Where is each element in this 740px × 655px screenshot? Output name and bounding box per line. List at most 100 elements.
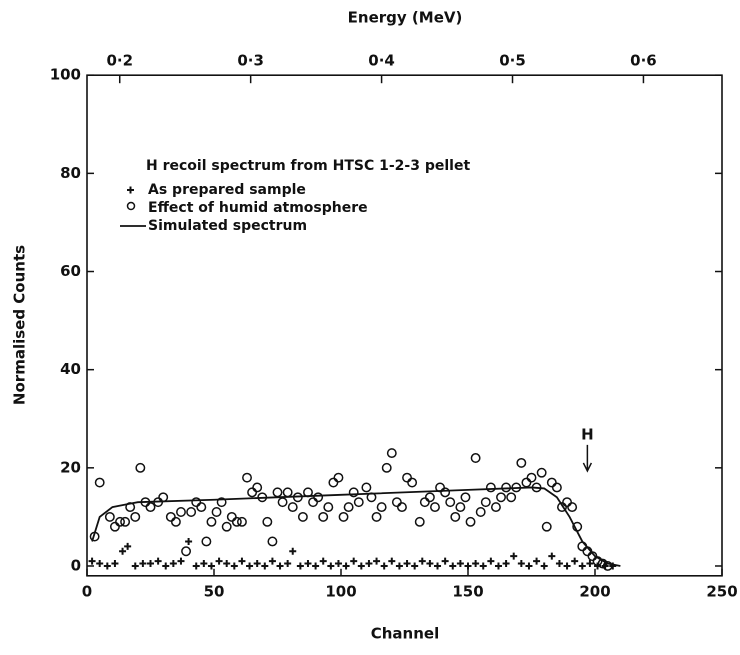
plus-point [215, 557, 223, 565]
circle-point [455, 502, 466, 513]
plus-point [207, 562, 215, 570]
circle-point [130, 511, 141, 522]
y-tick-label: 80 [60, 164, 81, 182]
circle-point [170, 516, 181, 527]
plus-point [548, 552, 556, 560]
plus-point [472, 560, 480, 568]
legend-label: Simulated spectrum [148, 218, 307, 234]
circle-point [323, 502, 334, 513]
circle-point [262, 516, 273, 527]
plus-point [395, 562, 403, 570]
plus-point [502, 560, 510, 568]
y-tick-label: 0 [71, 556, 81, 574]
plot-title: H recoil spectrum from HTSC 1-2-3 pellet [146, 158, 470, 174]
simulated-line [91, 486, 621, 567]
circle-point [424, 492, 435, 503]
circle-point [206, 516, 217, 527]
circle-point [391, 497, 402, 508]
plus-point [246, 562, 254, 570]
circle-point [221, 521, 232, 532]
plus-point [296, 562, 304, 570]
circle-point [186, 507, 197, 517]
legend-label: Effect of humid atmosphere [148, 200, 368, 216]
plus-point [124, 542, 132, 550]
plus-point [441, 557, 449, 565]
x2-tick-label: 0·5 [499, 52, 526, 70]
circle-point [211, 507, 222, 517]
circle-point [196, 502, 207, 513]
plus-point [111, 560, 119, 568]
y-tick-label: 40 [60, 360, 81, 378]
plus-point [449, 562, 457, 570]
x2-tick-label: 0·6 [630, 52, 657, 70]
circle-point [475, 507, 486, 517]
circle-point [277, 497, 288, 508]
circle-point [267, 536, 278, 547]
y-tick-label: 100 [50, 66, 81, 84]
circle-point [158, 492, 169, 503]
legend-plus [127, 186, 134, 194]
plus-point [479, 562, 487, 570]
circle-point [414, 516, 425, 527]
plus-point [578, 562, 586, 570]
circle-point [308, 497, 319, 508]
circle-point [602, 561, 613, 571]
plus-point [403, 560, 411, 568]
circle-point [567, 502, 578, 513]
circle-point [557, 502, 567, 513]
circle-point [120, 516, 131, 527]
plus-point [494, 562, 502, 570]
plus-point [238, 557, 246, 565]
circle-point [272, 487, 283, 498]
plus-point [418, 557, 426, 565]
plus-point [119, 547, 127, 555]
circle-point [440, 487, 451, 498]
plus-point [162, 562, 170, 570]
circle-point [231, 516, 242, 527]
circle-point [419, 497, 430, 508]
circle-point [191, 497, 202, 508]
plus-point [185, 537, 193, 545]
plus-point [177, 557, 185, 565]
circle-point [450, 511, 461, 522]
circle-point [135, 462, 146, 473]
circle-point [242, 472, 252, 483]
circle-point [104, 511, 115, 522]
circle-point [371, 511, 382, 522]
plus-point [373, 557, 381, 565]
plus-point [334, 560, 342, 568]
plus-point [350, 557, 358, 565]
circle-point [333, 472, 344, 483]
plus-point [147, 560, 154, 568]
circle-point [577, 541, 588, 552]
circle-point [397, 502, 407, 513]
circle-point [386, 448, 397, 459]
y-tick-label: 60 [60, 262, 81, 280]
circle-point [115, 516, 125, 527]
circle-point [348, 487, 359, 498]
x2-tick-label: 0·4 [368, 52, 395, 70]
plus-point [276, 562, 284, 570]
circle-point [407, 477, 418, 488]
plus-point [510, 552, 518, 560]
plus-point [139, 560, 147, 568]
circle-point [287, 502, 298, 513]
annotation: H [581, 425, 594, 443]
circle-point [252, 482, 263, 493]
plus-point [261, 562, 269, 570]
circle-point [236, 516, 247, 527]
plus-point [365, 560, 373, 568]
x2-tick-label: 0·3 [237, 52, 264, 70]
plus-point [192, 562, 200, 570]
circle-point [506, 492, 517, 503]
x-tick-label: 250 [706, 582, 737, 600]
circle-point [402, 472, 412, 483]
plus-point [88, 557, 96, 565]
circle-point [165, 511, 176, 522]
plus-point [586, 560, 594, 568]
plot-frame [86, 74, 723, 577]
circle-point [485, 482, 496, 493]
plus-point [555, 560, 563, 568]
plus-point [487, 557, 495, 565]
x-axis-label: Channel [371, 625, 439, 643]
